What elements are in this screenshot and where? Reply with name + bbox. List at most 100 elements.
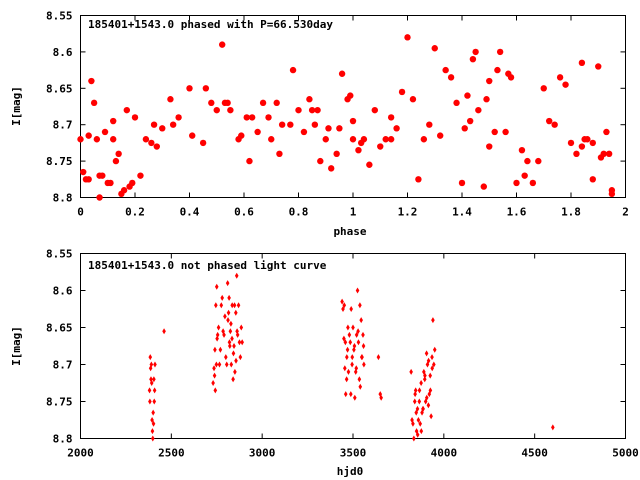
phased-data-point	[466, 117, 474, 125]
unphased-data-point	[233, 368, 237, 375]
unphased-data-point	[414, 409, 419, 416]
phased-data-point	[325, 125, 332, 132]
phased-data-point	[486, 143, 493, 150]
unphased-data-point	[232, 302, 237, 309]
phased-data-point	[505, 70, 512, 77]
phased-data-point	[153, 143, 160, 150]
phased-data-point	[546, 117, 553, 125]
phased-data-point	[404, 34, 411, 41]
unphased-x-tick-label: 3500	[340, 447, 367, 460]
phased-y-tick-label: 8.7	[53, 119, 73, 132]
phased-y-tick-label: 8.65	[46, 82, 73, 95]
unphased-x-tick-label: 3000	[249, 447, 276, 460]
phased-data-point	[518, 146, 526, 154]
unphased-data-point	[220, 294, 224, 301]
phased-data-point	[131, 114, 139, 121]
phased-data-point	[306, 96, 313, 103]
phased-data-point	[96, 172, 103, 179]
unphased-data-point	[214, 361, 219, 368]
phased-data-point	[129, 179, 136, 187]
phased-data-point	[219, 41, 226, 48]
unphased-data-point	[162, 328, 166, 335]
phased-data-point	[535, 157, 542, 165]
phased-data-point	[90, 99, 98, 107]
unphased-data-point	[430, 365, 435, 372]
phased-data-point	[595, 63, 602, 70]
phased-data-point	[458, 179, 466, 187]
phased-chart-title: 185401+1543.0 phased with P=66.530day	[88, 18, 333, 31]
phased-data-point	[349, 136, 357, 143]
unphased-data-point	[151, 409, 155, 416]
phased-data-point	[221, 99, 229, 107]
phased-axis-ticks: 0 0.2 0.4 0.6 0.8 1 1.2 1.4 1.6 1.8 2 8.55 8.6 8.65 8.…	[46, 10, 629, 219]
phased-data-point	[347, 92, 354, 99]
unphased-y-tick-label: 8.65	[46, 322, 73, 335]
unphased-data-point	[418, 420, 423, 427]
unphased-data-point	[152, 376, 156, 383]
unphased-data-point	[411, 420, 415, 427]
unphased-data-point	[151, 420, 156, 427]
unphased-data-point	[224, 354, 228, 361]
unphased-data-point	[153, 361, 157, 368]
phased-data-point	[265, 114, 272, 121]
phased-data-point	[208, 99, 215, 107]
unphased-data-point	[342, 335, 346, 342]
phased-data-point	[461, 125, 468, 132]
unphased-data-point	[214, 283, 219, 290]
unphased-data-point	[349, 391, 353, 398]
unphased-data-point	[358, 383, 363, 390]
unphased-chart-title: 185401+1543.0 not phased light curve	[88, 259, 327, 272]
phased-data-point	[475, 106, 482, 114]
unphased-y-tick-label: 8.8	[53, 433, 73, 446]
unphased-data-point	[351, 324, 355, 331]
unphased-data-point	[343, 339, 348, 346]
phased-data-point	[524, 157, 531, 165]
phased-data-point	[101, 128, 109, 136]
phased-data-point	[387, 114, 395, 121]
unphased-data-point	[228, 343, 232, 349]
phased-data-point	[273, 99, 280, 107]
phased-data-point	[85, 176, 92, 183]
phased-x-tick-label: 1.2	[398, 206, 418, 219]
unphased-light-curve-panel: 185401+1543.0 not phased light curve hjd…	[10, 248, 639, 479]
phased-data-point	[409, 96, 417, 103]
phased-data-point	[238, 132, 245, 139]
phased-data-point	[562, 81, 569, 88]
unphased-data-point	[412, 435, 416, 442]
unphased-data-point	[428, 387, 433, 394]
unphased-data-point	[431, 317, 435, 324]
unphased-data-point	[222, 331, 226, 338]
phased-data-point	[107, 179, 114, 187]
phased-data-point	[377, 143, 384, 150]
phased-data-point	[278, 121, 286, 128]
phased-data-point	[573, 150, 580, 158]
phased-data-point	[355, 146, 362, 154]
unphased-data-point	[228, 328, 233, 335]
unphased-x-tick-label: 5000	[612, 447, 639, 460]
phased-data-point	[295, 106, 302, 114]
unphased-data-point	[432, 361, 436, 368]
unphased-data-point	[149, 380, 154, 386]
unphased-data-point	[226, 309, 231, 316]
phased-data-point	[336, 125, 343, 132]
phased-data-point	[289, 66, 297, 74]
phased-data-point	[254, 128, 261, 136]
unphased-data-point	[417, 398, 422, 405]
unphased-data-point	[212, 365, 216, 372]
phased-data-point	[77, 136, 84, 143]
unphased-y-tick-label: 8.6	[53, 285, 73, 298]
unphased-data-point	[214, 302, 218, 309]
phased-data-point	[322, 136, 329, 143]
unphased-data-point	[379, 394, 383, 401]
phased-data-point	[300, 128, 308, 136]
phased-data-point	[308, 106, 316, 114]
unphased-data-point	[230, 335, 234, 342]
phased-data-points	[77, 34, 616, 201]
phased-data-point	[115, 150, 122, 158]
unphased-data-point	[227, 294, 231, 301]
unphased-data-point	[348, 339, 353, 346]
phased-data-point	[486, 77, 493, 85]
phased-data-point	[513, 179, 520, 187]
unphased-x-tick-label: 2500	[158, 447, 185, 460]
phased-data-point	[314, 106, 321, 114]
